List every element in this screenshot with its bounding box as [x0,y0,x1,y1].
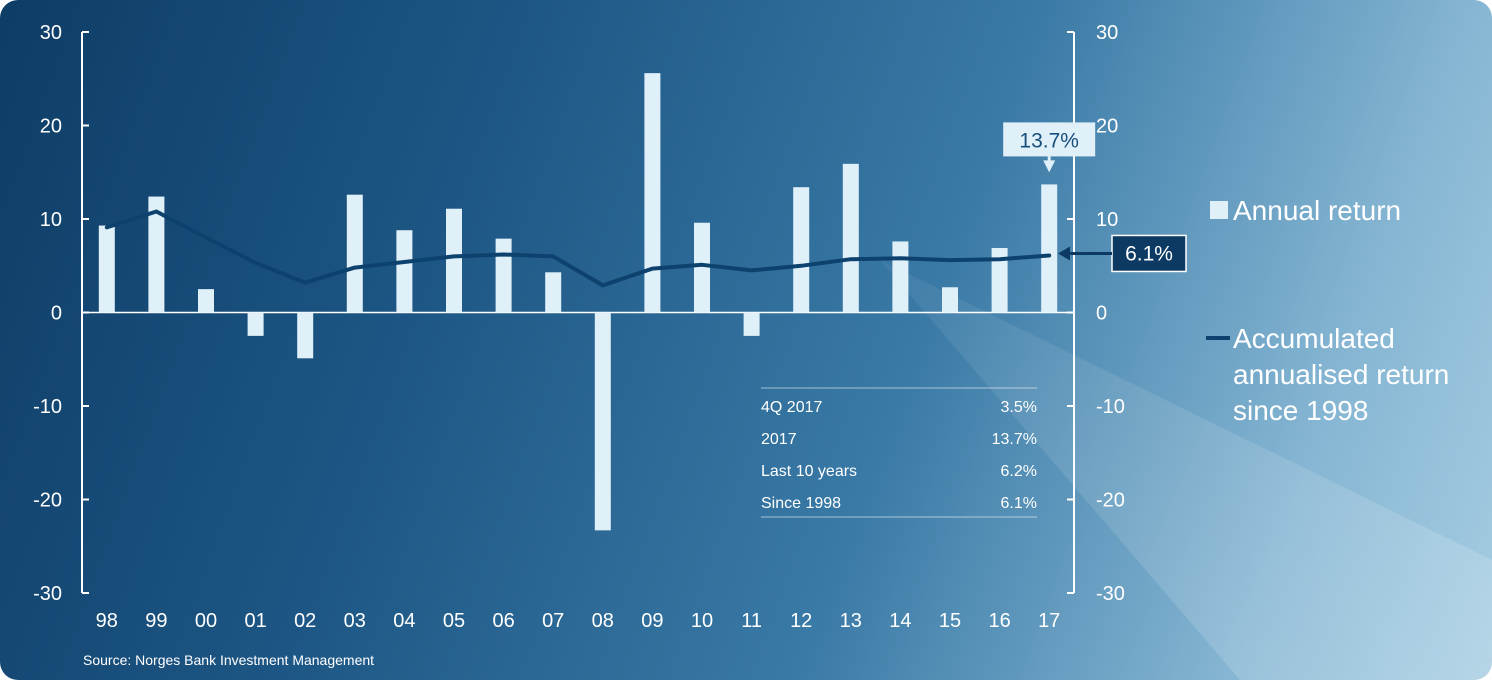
y-tick-label-left: 20 [40,116,62,138]
x-tick-label: 13 [840,610,862,632]
annual-return-bar [148,196,165,313]
summary-row-period: Last 10 years [761,463,857,480]
annual-return-bar [198,289,214,313]
line-callout-label: 6.1% [1125,242,1173,265]
y-tick-label-left: -10 [33,396,62,418]
summary-row-value: 6.1% [1001,495,1037,512]
y-tick-label-right: -20 [1096,490,1125,512]
bar-callout-box [1003,122,1096,157]
legend-line-label-part: annualised return [1233,359,1449,390]
x-tick-label: 06 [492,610,514,632]
summary-row-period: Since 1998 [761,495,841,512]
annual-return-bar [743,312,760,336]
annual-return-bar [545,272,562,313]
source-note: Source: Norges Bank Investment Managemen… [83,652,374,668]
y-tick-label-right: 0 [1096,303,1107,325]
legend-bar-swatch [1210,201,1228,219]
x-tick-label: 08 [592,610,614,632]
annual-return-bar [346,194,363,313]
annual-return-bar [495,238,512,313]
x-tick-label: 15 [939,610,961,632]
annual-return-bar [247,312,264,336]
y-tick-label-left: 30 [40,22,62,44]
legend-line-label-part: since 1998 [1233,395,1368,426]
x-tick-label: 00 [195,610,217,632]
x-tick-label: 99 [145,610,167,632]
y-tick-label-right: 30 [1096,22,1118,44]
y-tick-label-left: -30 [33,583,62,605]
annual-return-bar [396,230,413,313]
x-tick-label: 09 [641,610,663,632]
summary-row-value: 3.5% [1001,399,1037,416]
annual-return-bar [446,208,462,313]
summary-row-value: 6.2% [1001,463,1037,480]
legend-line-label: Accumulated annualised return since 1998 [1233,323,1449,426]
annual-return-bar [594,312,611,531]
annual-return-bar [98,225,115,313]
legend-line-label-part: Accumulated [1233,323,1395,354]
annual-return-bar [644,73,661,313]
x-tick-label: 10 [691,610,713,632]
annual-return-bar [297,312,314,359]
x-tick-label: 12 [790,610,812,632]
y-tick-label-right: -30 [1096,583,1125,605]
x-tick-label: 98 [96,610,118,632]
background-sheen [880,260,1492,680]
annual-return-bar [892,241,909,313]
summary-row-period: 4Q 2017 [761,399,822,416]
legend-bar-label: Annual return [1233,195,1401,226]
x-tick-label: 01 [244,610,266,632]
bar-callout-label: 13.7% [1019,129,1079,152]
x-tick-label: 17 [1038,610,1060,632]
y-tick-label-left: 0 [51,303,62,325]
x-tick-label: 05 [443,610,465,632]
x-tick-label: 02 [294,610,316,632]
x-tick-label: 14 [889,610,911,632]
summary-row-period: 2017 [761,431,797,448]
annual-return-bar [694,222,710,313]
annual-return-bar [842,163,859,313]
annual-return-bar [942,287,958,313]
accumulated-return-line [104,209,1052,288]
bar-callout-arrow [1043,160,1056,173]
y-tick-label-right: 10 [1096,209,1118,231]
y-tick-label-left: -20 [33,490,62,512]
x-tick-label: 03 [344,610,366,632]
y-tick-label-right: -10 [1096,396,1125,418]
x-tick-label: 07 [542,610,564,632]
y-tick-label-right: 20 [1096,116,1118,138]
y-tick-label-left: 10 [40,209,62,231]
summary-row-value: 13.7% [992,431,1037,448]
x-tick-label: 11 [741,610,762,632]
line-callout-box [1111,234,1187,273]
x-tick-label: 16 [988,610,1010,632]
annual-return-bar [991,247,1008,313]
line-callout-arrow [1058,246,1070,261]
annual-return-bar [793,187,810,313]
x-tick-label: 04 [393,610,415,632]
annual-return-bar [1041,184,1058,313]
